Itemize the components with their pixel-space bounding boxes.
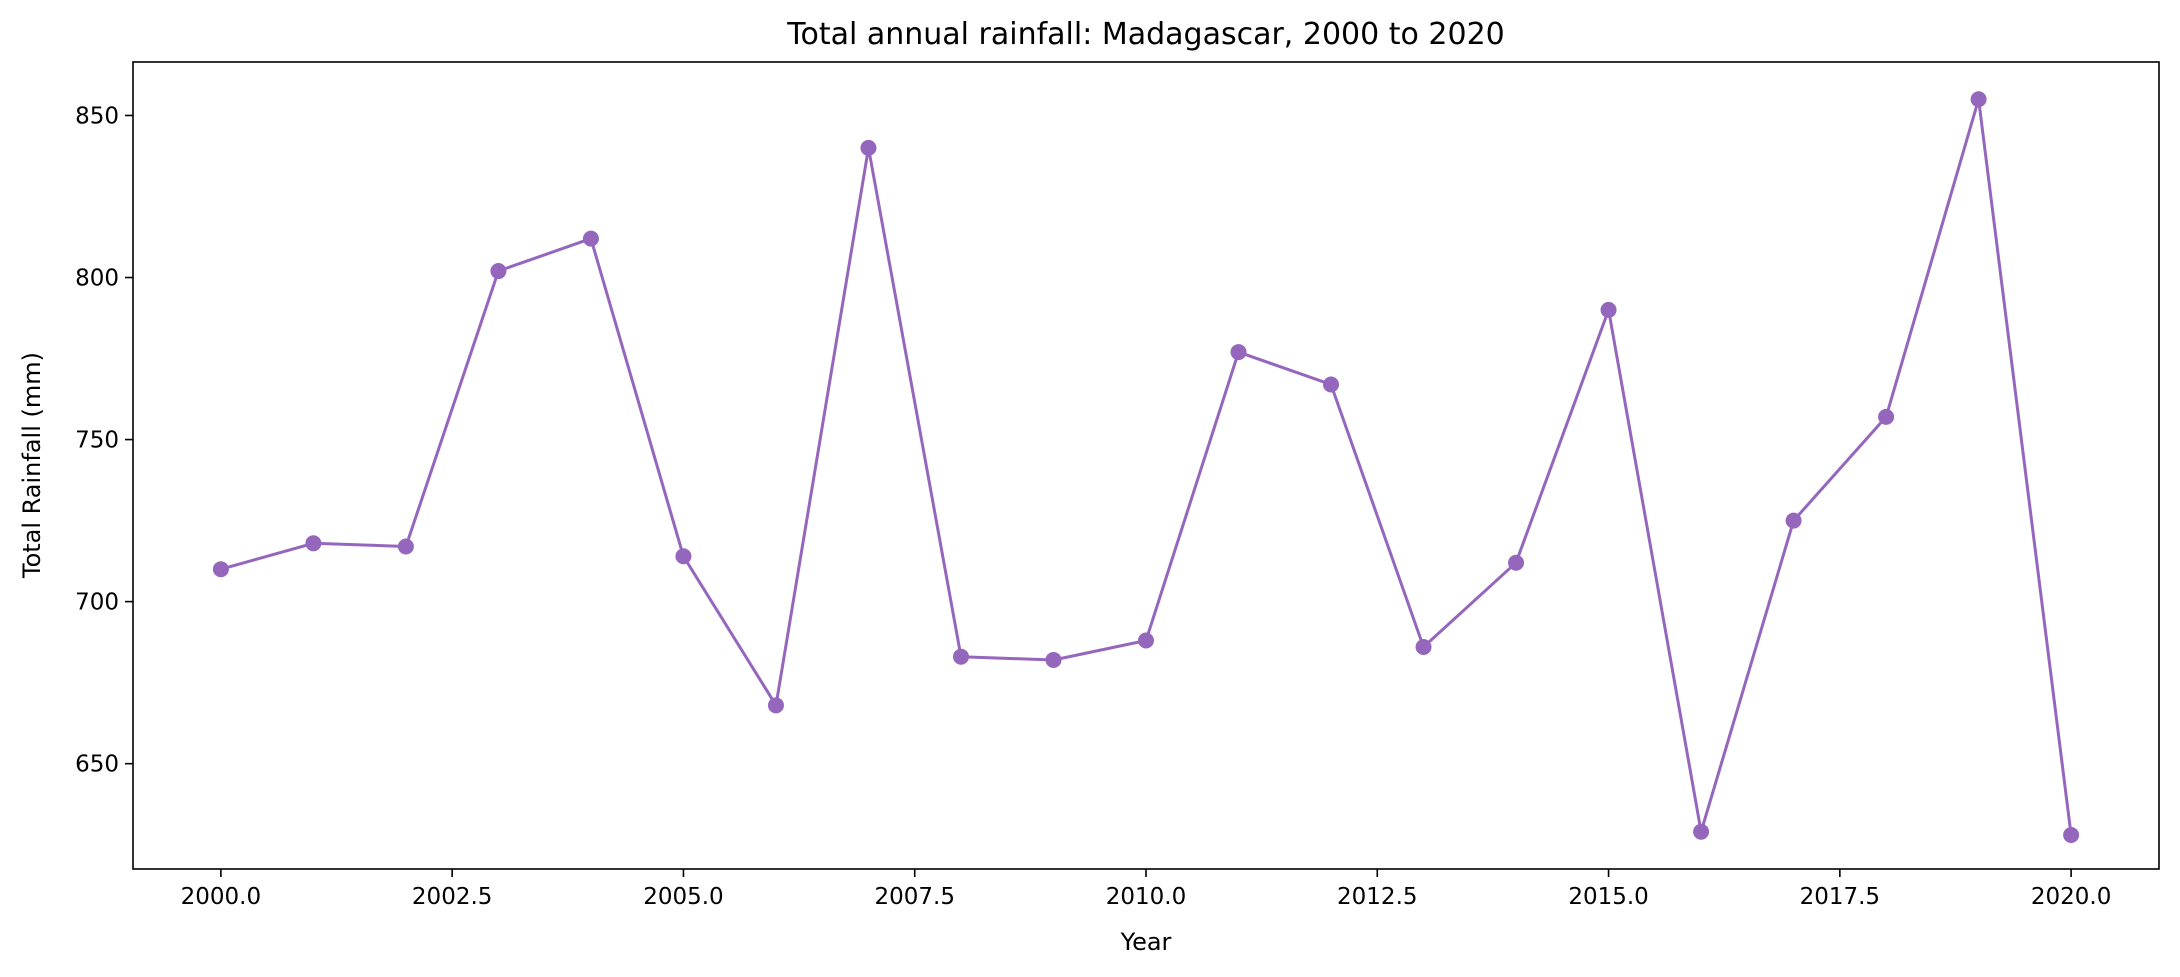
x-tick-label: 2005.0 (643, 884, 723, 910)
data-point (397, 538, 414, 555)
data-point (305, 535, 322, 552)
y-tick-label: 700 (75, 590, 119, 616)
data-point (860, 139, 877, 156)
data-point (1138, 632, 1154, 649)
data-point (1785, 512, 1802, 529)
data-point (212, 561, 229, 578)
data-point (952, 648, 969, 665)
y-axis-label: Total Rainfall (mm) (18, 352, 46, 579)
data-point (1600, 301, 1617, 318)
x-tick-label: 2017.5 (1800, 884, 1880, 910)
x-tick-label: 2012.5 (1337, 884, 1417, 910)
data-point (1045, 651, 1062, 668)
y-tick-label: 850 (75, 103, 119, 129)
data-point (1230, 344, 1247, 361)
data-point (582, 230, 599, 247)
x-tick-label: 2020.0 (2031, 884, 2111, 910)
x-tick-label: 2007.5 (874, 884, 954, 910)
x-tick-label: 2002.5 (412, 884, 492, 910)
x-tick-label: 2000.0 (181, 884, 261, 910)
y-tick-label: 750 (75, 428, 119, 454)
ticks-layer: 2000.0 2002.5 2005.0 2007.5 2010.0 2012.5 2015… (75, 103, 2111, 910)
data-point (1970, 91, 1987, 108)
data-point (675, 548, 692, 565)
data-point (1415, 638, 1432, 655)
x-axis-label: Year (1120, 928, 1172, 956)
y-tick-label: 650 (75, 752, 119, 778)
data-point (1693, 823, 1710, 840)
data-point (1878, 408, 1895, 425)
x-tick-label: 2015.0 (1568, 884, 1648, 910)
chart-title: Total annual rainfall: Madagascar, 2000 … (786, 17, 1505, 52)
data-point (1508, 554, 1525, 571)
data-point (1323, 376, 1340, 393)
plot-frame (132, 61, 2160, 870)
data-point (490, 263, 507, 280)
series-layer (212, 91, 2080, 843)
data-point (2063, 826, 2080, 843)
data-point (767, 697, 784, 714)
x-tick-label: 2010.0 (1106, 884, 1186, 910)
y-tick-label: 800 (75, 266, 119, 292)
